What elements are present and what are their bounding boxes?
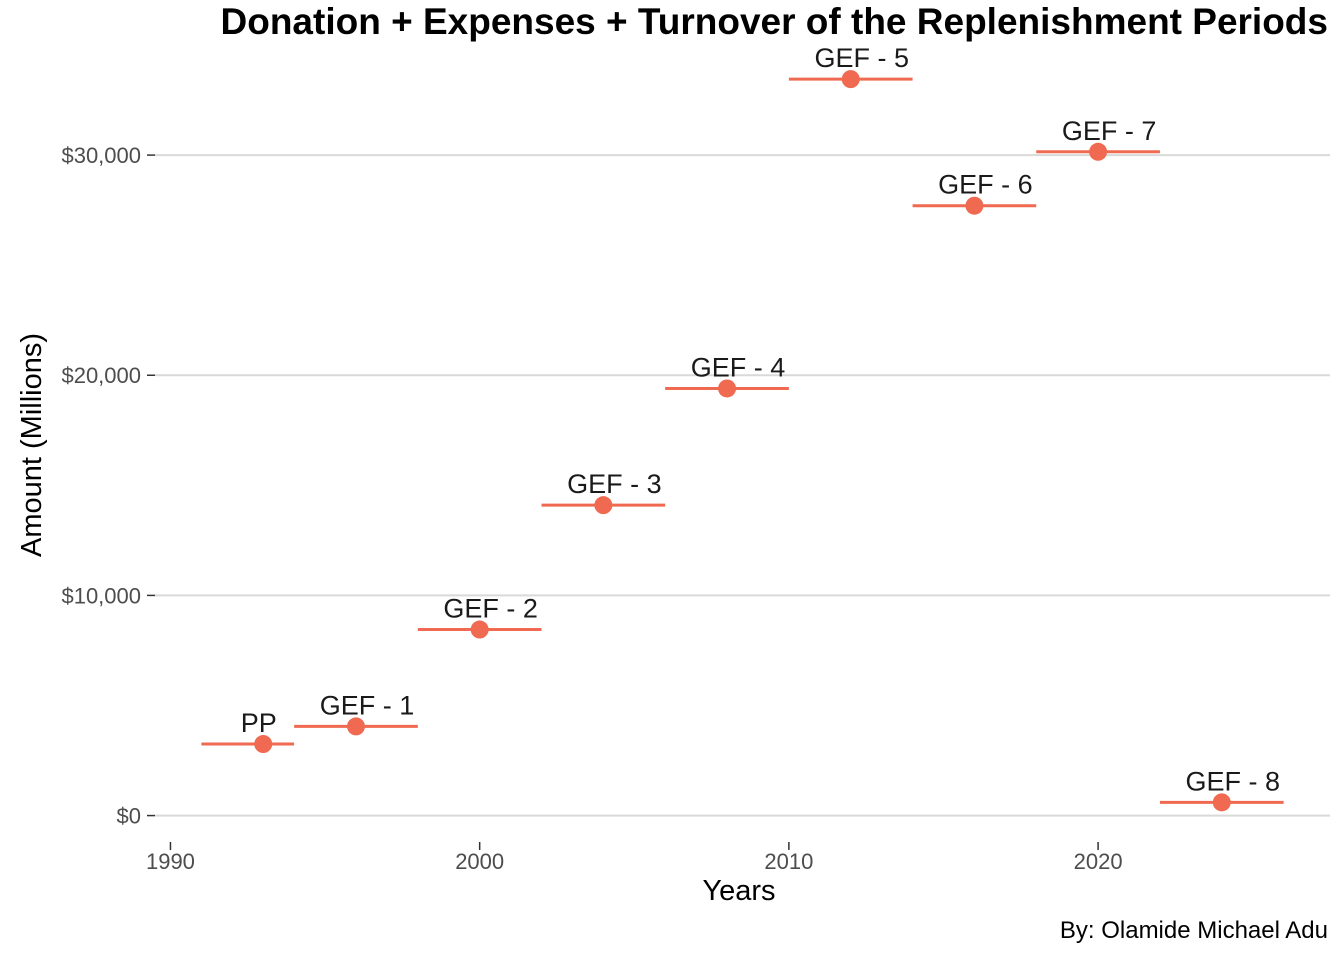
point-label: GEF - 6 [938, 170, 1033, 200]
point-label: GEF - 4 [691, 352, 786, 382]
data-point [346, 717, 365, 736]
data-point [718, 379, 737, 398]
data-point [1212, 793, 1231, 812]
point-label: GEF - 3 [567, 469, 662, 499]
data-point [841, 70, 860, 89]
point-label: GEF - 5 [814, 43, 909, 73]
x-tick-label: 2000 [455, 849, 504, 874]
gridlines [155, 154, 1330, 817]
data-point [965, 196, 984, 215]
chart-caption: By: Olamide Michael Adu [1060, 917, 1328, 944]
y-tick-label: $30,000 [61, 143, 141, 168]
data-point [254, 735, 273, 754]
data-point [1089, 142, 1108, 161]
x-axis: 1990 2000 2010 2020 [146, 842, 1123, 874]
x-axis-title: Years [702, 875, 775, 907]
data-point [470, 620, 489, 639]
chart-title: Donation + Expenses + Turnover of the Re… [221, 1, 1329, 42]
y-tick-label: $0 [117, 804, 141, 829]
x-tick-label: 1990 [146, 849, 195, 874]
y-tick-label: $10,000 [61, 583, 141, 608]
point-label: GEF - 8 [1186, 766, 1281, 796]
point-label: GEF - 7 [1062, 116, 1157, 146]
data-marks: PP GEF - 1 GEF - 2 GEF - 3 GEF - 4 GEF - 5 GEF… [201, 43, 1284, 812]
point-label: GEF - 2 [443, 594, 538, 624]
y-axis-title: Amount (Millions) [16, 333, 48, 557]
data-point [594, 496, 613, 515]
point-label: PP [241, 708, 277, 738]
x-tick-label: 2020 [1074, 849, 1123, 874]
y-axis: $0 $10,000 $20,000 $30,000 [61, 143, 155, 829]
y-tick-label: $20,000 [61, 363, 141, 388]
point-label: GEF - 1 [320, 690, 415, 720]
x-tick-label: 2010 [764, 849, 813, 874]
